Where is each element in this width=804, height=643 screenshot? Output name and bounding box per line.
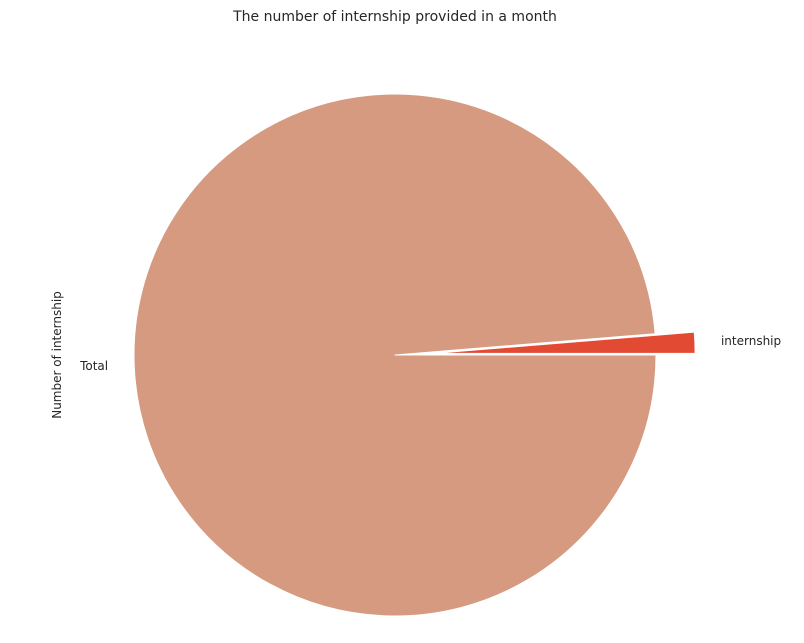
pie-slice-internship [433, 331, 696, 354]
chart-title: The number of internship provided in a m… [232, 9, 557, 25]
pie-label-internship: internship [721, 334, 781, 348]
pie-slices [133, 93, 696, 617]
pie-label-total: Total [79, 359, 108, 373]
pie-slice-total [133, 93, 657, 617]
pie-labels: Total internship [79, 334, 781, 373]
y-axis-label: Number of internship [50, 291, 64, 419]
